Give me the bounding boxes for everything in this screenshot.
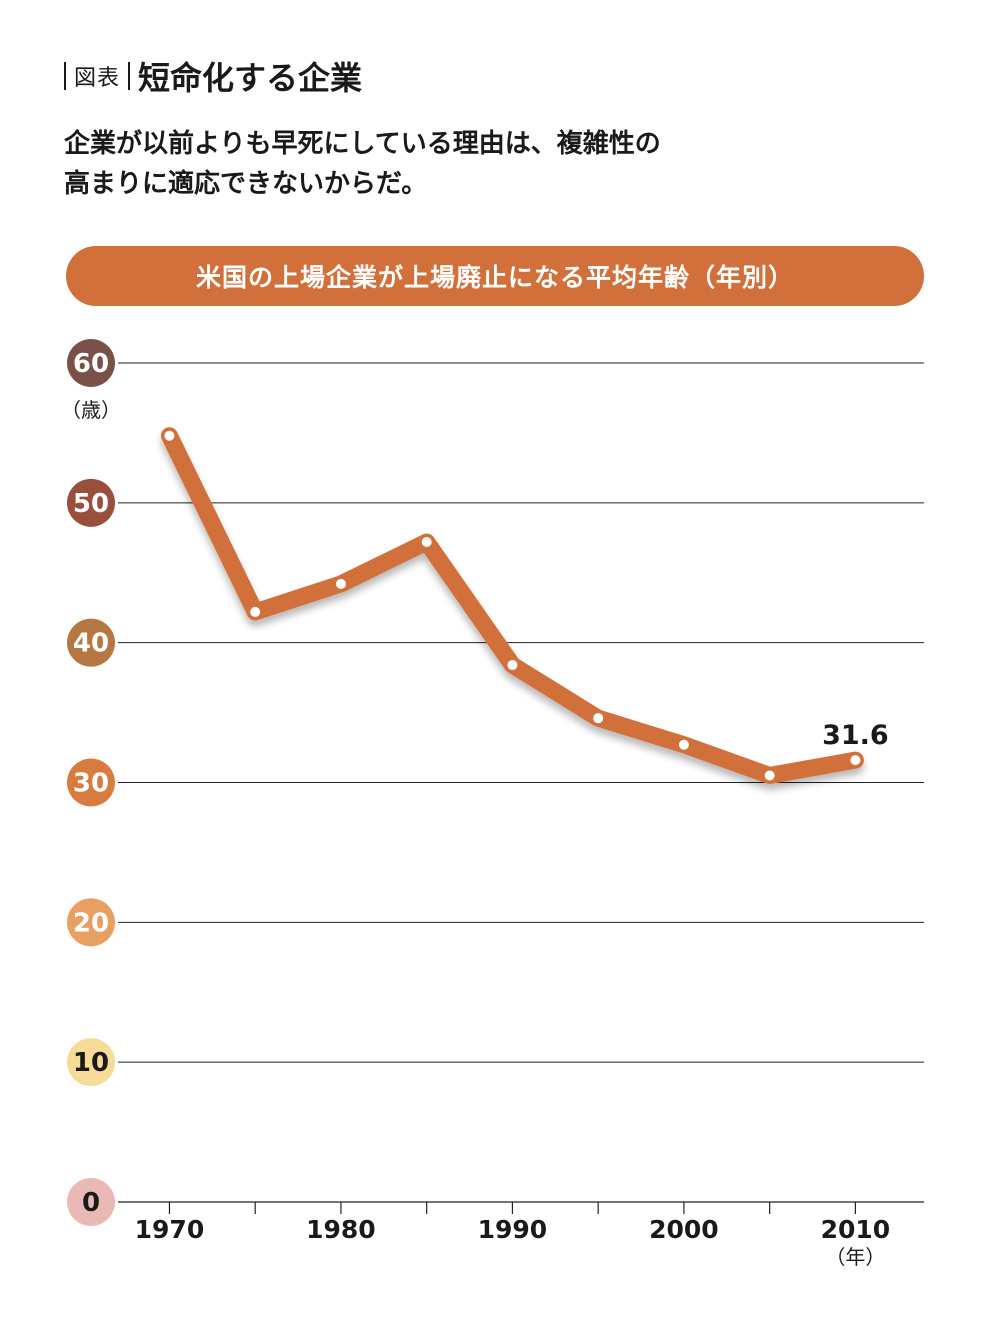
figure-subtitle: 企業が以前よりも早死にしている理由は、複雑性の 高まりに適応できないからだ。 (64, 124, 764, 204)
y-tick-badge (67, 478, 115, 527)
subtitle-line: 高まりに適応できないからだ。 (64, 169, 428, 199)
y-tick-badge (67, 618, 115, 667)
series-line (160, 427, 864, 785)
chart-title-banner: 米国の上場企業が上場廃止になる平均年齢（年別） (66, 246, 924, 306)
data-point (764, 770, 775, 781)
data-point (335, 578, 346, 589)
y-tick-label: 30 (73, 769, 109, 799)
y-tick-badge (67, 758, 115, 807)
data-point (164, 430, 175, 441)
y-tick-badge (67, 898, 115, 947)
data-point (507, 660, 518, 671)
figure-title: 短命化する企業 (138, 59, 363, 97)
data-label: 31.6 (822, 720, 889, 751)
x-tick-label: 1990 (478, 1215, 548, 1244)
y-tick-label: 60 (73, 349, 109, 379)
x-tick-label: 1970 (135, 1215, 205, 1244)
header-divider (128, 62, 131, 90)
data-point (250, 606, 261, 617)
y-tick-label: 0 (82, 1188, 100, 1218)
subtitle-line: 企業が以前よりも早死にしている理由は、複雑性の (64, 129, 661, 159)
x-tick-label: 1980 (306, 1215, 376, 1244)
data-point (593, 713, 604, 724)
figure-label: 図表 (74, 66, 121, 91)
data-point (678, 739, 689, 750)
y-tick-badge (67, 1038, 115, 1087)
x-tick-label: 2010 (821, 1215, 891, 1244)
x-axis-unit: （年） (825, 1245, 885, 1269)
figure-header: 図表 短命化する企業 (64, 54, 362, 98)
data-point (850, 755, 861, 766)
x-tick-label: 2000 (649, 1215, 719, 1244)
header-divider (64, 62, 66, 90)
y-axis-unit: （歳） (61, 398, 121, 422)
y-tick-label: 50 (73, 489, 109, 519)
data-point (421, 536, 432, 547)
y-tick-label: 40 (73, 629, 109, 659)
y-tick-label: 10 (73, 1048, 109, 1078)
y-tick-badge (67, 1178, 115, 1226)
y-tick-badge (67, 339, 115, 387)
y-tick-label: 20 (73, 908, 109, 938)
